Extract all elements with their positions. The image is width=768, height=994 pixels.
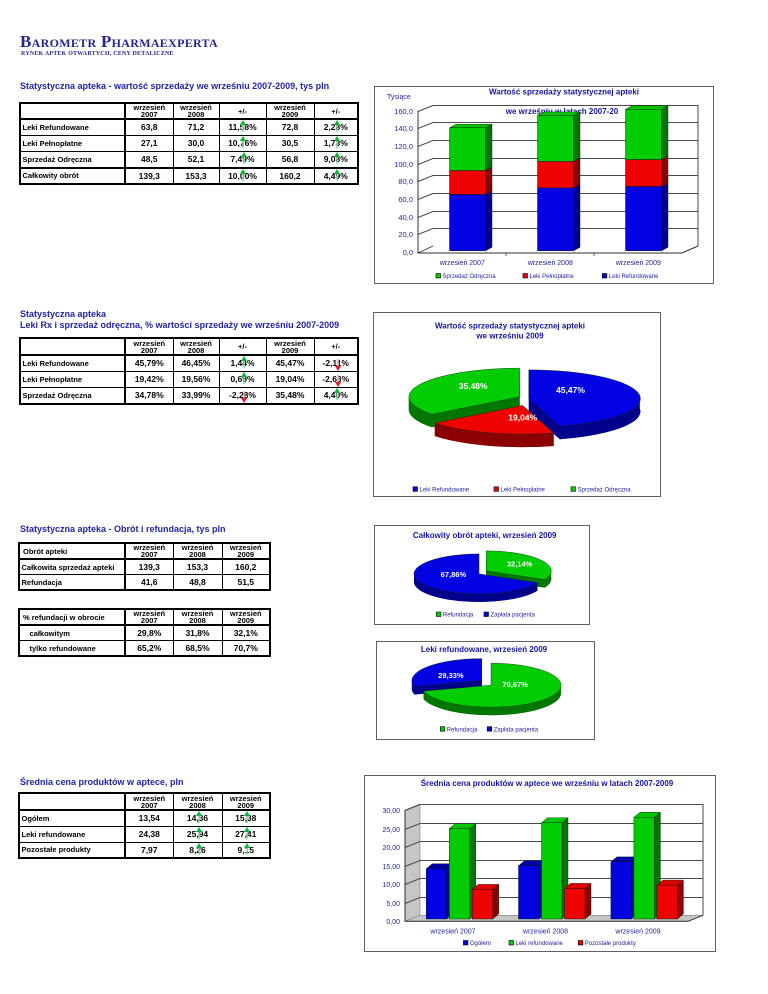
svg-text:Leki Refundowane: Leki Refundowane (609, 274, 659, 280)
svg-text:40,0: 40,0 (398, 213, 413, 222)
svg-text:Leki Pełnopłatne: Leki Pełnopłatne (501, 488, 546, 494)
svg-text:25,00: 25,00 (382, 827, 400, 834)
svg-text:Całkowity obrót apteki, wrzesi: Całkowity obrót apteki, wrzesień 2009 (413, 531, 557, 540)
svg-text:Leki Pełnopłatne: Leki Pełnopłatne (530, 274, 575, 280)
svg-text:Wartość sprzedaży statystyczne: Wartość sprzedaży statystycznej apteki (435, 321, 585, 330)
svg-text:Sprzedaż Odręczna: Sprzedaż Odręczna (578, 488, 632, 494)
svg-text:60,0: 60,0 (398, 195, 413, 204)
svg-text:20,00: 20,00 (382, 845, 400, 852)
svg-text:160,0: 160,0 (394, 107, 413, 116)
svg-text:35,48%: 35,48% (459, 381, 488, 391)
svg-text:Tysiące: Tysiące (387, 94, 411, 101)
svg-text:Pozostałe produkty: Pozostałe produkty (585, 941, 636, 947)
svg-text:5,00: 5,00 (386, 901, 400, 908)
svg-text:Leki Refundowane: Leki Refundowane (420, 488, 470, 494)
svg-text:we wrześniu 2009: we wrześniu 2009 (475, 331, 544, 340)
svg-text:wrzesień 2009: wrzesień 2009 (615, 260, 661, 267)
svg-text:0,0: 0,0 (403, 248, 413, 257)
svg-text:wrzesień 2007: wrzesień 2007 (429, 929, 475, 936)
svg-text:67,86%: 67,86% (441, 570, 467, 579)
svg-text:wrzesień 2008: wrzesień 2008 (522, 929, 568, 936)
svg-text:19,04%: 19,04% (508, 412, 537, 422)
svg-text:20,0: 20,0 (398, 230, 413, 239)
svg-text:wrzesień 2009: wrzesień 2009 (614, 929, 660, 936)
svg-text:120,0: 120,0 (394, 142, 413, 151)
svg-text:Średnia cena produktów w aptec: Średnia cena produktów w aptece we wrześ… (421, 779, 674, 788)
svg-text:30,00: 30,00 (382, 808, 400, 815)
svg-text:wrzesień 2007: wrzesień 2007 (439, 260, 485, 267)
svg-text:80,0: 80,0 (398, 177, 413, 186)
svg-text:29,33%: 29,33% (438, 671, 464, 680)
svg-text:Wartość sprzedaży statystyczne: Wartość sprzedaży statystycznej apteki (489, 88, 639, 97)
svg-text:Sprzedaż Odręczna: Sprzedaż Odręczna (443, 274, 497, 280)
svg-text:70,67%: 70,67% (502, 680, 528, 689)
svg-text:10,00: 10,00 (382, 882, 400, 889)
svg-text:45,47%: 45,47% (556, 385, 585, 395)
svg-text:140,0: 140,0 (394, 124, 413, 133)
svg-text:wrzesień 2008: wrzesień 2008 (527, 260, 573, 267)
svg-text:we wrześniu w latach 2007-20: we wrześniu w latach 2007-20 (505, 107, 619, 116)
svg-text:Leki refundowane, wrzesień 200: Leki refundowane, wrzesień 2009 (421, 645, 548, 654)
svg-text:Leki refundowane: Leki refundowane (516, 941, 564, 947)
svg-text:32,14%: 32,14% (507, 560, 533, 569)
svg-text:100,0: 100,0 (394, 160, 413, 169)
svg-text:Zapłata pacjenta: Zapłata pacjenta (494, 727, 539, 733)
svg-text:0,00: 0,00 (386, 919, 400, 926)
svg-text:Zapłata pacjenta: Zapłata pacjenta (491, 613, 536, 619)
svg-text:Refundacja: Refundacja (447, 727, 478, 733)
svg-text:15,00: 15,00 (382, 864, 400, 871)
svg-text:Ogółem: Ogółem (470, 941, 491, 947)
svg-text:Refundacja: Refundacja (443, 613, 474, 619)
